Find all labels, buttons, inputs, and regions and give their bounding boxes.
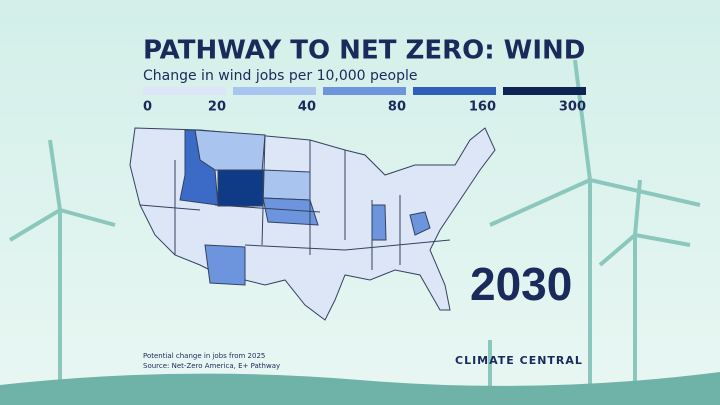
legend-swatch [143,87,226,95]
year: 2030 [470,258,572,310]
legend-label: 20 [208,100,226,115]
turbines [8,59,701,400]
legend-label: 0 [143,100,152,115]
legend-label: 300 [559,100,586,115]
legend-swatch [503,87,586,95]
legend-swatch [323,87,406,95]
footnote: Source: Net-Zero America, E+ Pathway [143,362,280,370]
legend-label: 40 [298,100,316,115]
legend-swatch [233,87,316,95]
legend-label: 160 [469,100,496,115]
ground [0,372,720,405]
us-map [129,127,496,321]
legend: 0 20 40 80 160 300 [143,87,586,115]
subtitle: Change in wind jobs per 10,000 people [143,68,418,84]
legend-swatch [413,87,496,95]
legend-label: 80 [388,100,406,115]
brand: CLIMATE CENTRAL [455,354,583,367]
footnote: Potential change in jobs from 2025 [143,352,265,360]
title: PATHWAY TO NET ZERO: WIND [143,36,585,66]
